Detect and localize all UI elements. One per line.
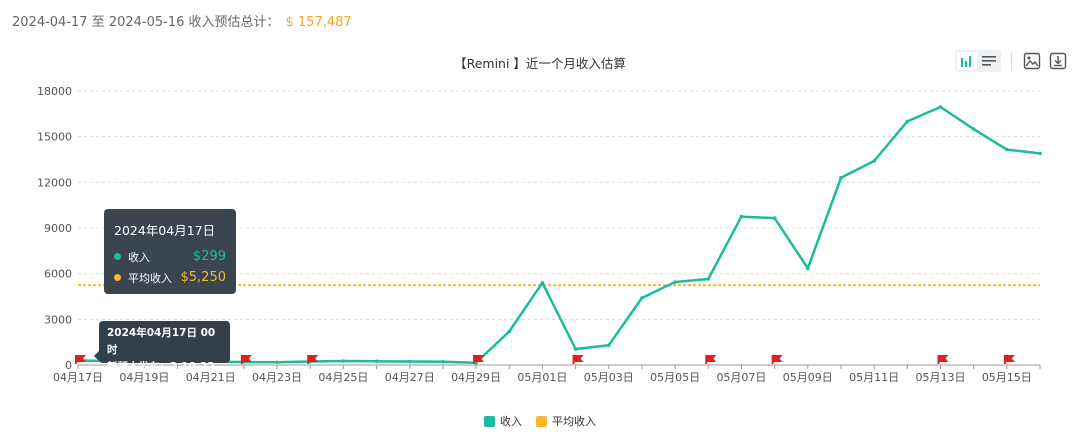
x-tick-label: 05月07日 [716, 371, 766, 384]
summary-total: $ 157,487 [285, 15, 352, 30]
revenue-data-point [540, 281, 545, 285]
legend-swatch-average [536, 415, 547, 427]
x-tick-label: 04月29日 [451, 371, 501, 384]
x-tick-label: 04月17日 [53, 371, 103, 384]
revenue-data-point [905, 119, 910, 124]
x-tick-label: 04月25日 [318, 371, 368, 384]
revenue-summary: 2024-04-17 至 2024-05-16 收入预估总计： $ 157,487 [12, 11, 352, 30]
revenue-data-point [839, 175, 843, 180]
tooltip-label-revenue: 收入 [128, 250, 150, 264]
revenue-data-point [606, 343, 611, 348]
release-flag-icon [705, 355, 717, 364]
chart-type-toggle [955, 50, 1001, 72]
download-icon[interactable] [1048, 51, 1068, 71]
tooltip-dot-revenue [114, 253, 121, 260]
release-flag-icon [240, 355, 252, 364]
tooltip-value-average: $5,250 [180, 270, 227, 285]
y-tick-label: 9000 [44, 222, 72, 235]
release-tooltip-date: 2024年04月17日 00时 [107, 327, 216, 356]
release-flag-icon [1003, 355, 1015, 364]
x-tick-label: 04月27日 [385, 371, 435, 384]
toolbar-divider [1011, 52, 1012, 70]
revenue-data-point [971, 127, 976, 131]
revenue-data-point [706, 277, 711, 281]
revenue-data-point [739, 214, 744, 219]
release-tooltip-version: 新版本发布：2.10.22 [107, 361, 215, 373]
revenue-data-point [640, 296, 644, 300]
summary-label: 2024-04-17 至 2024-05-16 收入预估总计： [12, 15, 280, 30]
image-icon[interactable] [1022, 51, 1042, 71]
x-tick-label: 05月05日 [650, 371, 700, 384]
release-flag-icon [771, 355, 783, 364]
revenue-data-point [407, 359, 412, 364]
x-tick-label: 04月21日 [186, 371, 236, 384]
release-flag-icon [307, 355, 319, 364]
revenue-series-line [77, 105, 1041, 364]
x-tick-label: 05月11日 [849, 371, 899, 384]
y-tick-label: 3000 [44, 313, 72, 326]
x-tick-label: 05月15日 [982, 371, 1032, 384]
revenue-data-point [507, 329, 512, 334]
revenue-data-point [872, 159, 876, 163]
y-tick-label: 15000 [37, 131, 72, 144]
revenue-data-point [1005, 147, 1009, 152]
y-tick-label: 6000 [44, 268, 72, 281]
x-tick-label: 05月09日 [783, 371, 833, 384]
release-flag-icon [75, 355, 86, 364]
revenue-data-point [772, 216, 777, 220]
revenue-data-point [441, 359, 445, 364]
tooltip-row-average: 平均收入 $5,250 [114, 267, 226, 288]
tooltip-row-revenue: 收入 $299 [114, 246, 226, 267]
x-tick-label: 04月19日 [119, 371, 169, 384]
x-tick-label: 05月01日 [517, 371, 567, 384]
x-tick-label: 05月13日 [915, 371, 965, 384]
release-flag-icon [937, 355, 949, 364]
revenue-data-point [673, 280, 677, 284]
x-tick-label: 04月23日 [252, 371, 302, 384]
tooltip-value-revenue: $299 [192, 249, 226, 264]
revenue-data-point [938, 105, 943, 109]
y-tick-label: 0 [65, 359, 72, 372]
tooltip-label-average: 平均收入 [128, 271, 172, 285]
revenue-data-point [1038, 151, 1042, 156]
legend-label-average: 平均收入 [552, 415, 596, 428]
bar-chart-icon[interactable] [957, 52, 977, 70]
revenue-data-point [573, 347, 578, 351]
revenue-data-point [275, 360, 279, 365]
x-tick-label: 05月03日 [584, 371, 634, 384]
legend-item-revenue[interactable]: 收入 [484, 413, 522, 429]
chart-toolbar [955, 50, 1068, 72]
legend-item-average[interactable]: 平均收入 [536, 413, 596, 429]
revenue-data-point [374, 359, 379, 364]
y-tick-label: 18000 [37, 85, 72, 98]
data-tooltip: 2024年04月17日 收入 $299 平均收入 $5,250 [104, 209, 236, 294]
list-icon[interactable] [979, 52, 999, 70]
legend-swatch-revenue [484, 415, 495, 427]
chart-legend: 收入 平均收入 [0, 413, 1080, 429]
y-tick-label: 12000 [37, 176, 72, 189]
release-flag-icon [572, 355, 584, 364]
revenue-data-point [805, 266, 810, 271]
tooltip-title: 2024年04月17日 [114, 223, 216, 238]
release-tooltip: 2024年04月17日 00时 新版本发布：2.10.22 [94, 321, 230, 373]
revenue-data-point [341, 359, 346, 363]
chart-title: 【Remini 】近一个月收入估算 [454, 56, 626, 71]
tooltip-dot-average [114, 274, 121, 281]
release-flag-icon [473, 355, 485, 364]
legend-label-revenue: 收入 [500, 415, 522, 428]
